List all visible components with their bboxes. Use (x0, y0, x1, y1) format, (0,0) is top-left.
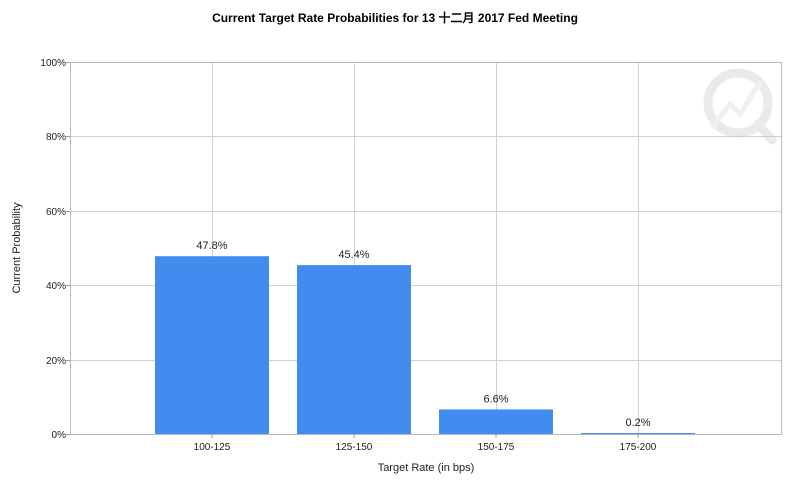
y-tick-label: 100% (40, 58, 66, 69)
data-label: 6.6% (483, 393, 508, 405)
bar (439, 409, 553, 434)
y-axis-ticks: 0% 20% 40% 60% 80% 100% (40, 58, 70, 441)
y-tick-label: 0% (52, 430, 67, 441)
x-tick-label: 100-125 (194, 442, 231, 453)
watermark-logo (703, 68, 777, 145)
x-tick-label: 150-175 (478, 442, 515, 453)
bar (581, 433, 695, 434)
x-tick-label: 175-200 (620, 442, 657, 453)
data-label: 45.4% (338, 249, 369, 261)
plot-area (70, 62, 782, 435)
y-tick-label: 40% (46, 281, 66, 292)
x-axis-ticks: 100-125 125-150 150-175 175-200 (194, 434, 657, 453)
bars: 47.8% 45.4% 6.6% 0.2% (155, 240, 695, 434)
data-label: 47.8% (196, 240, 227, 252)
chart-title: Current Target Rate Probabilities for 13… (212, 10, 578, 25)
y-tick-label: 20% (46, 356, 66, 367)
bar (155, 256, 269, 434)
y-axis-label: Current Probability (11, 202, 23, 294)
y-tick-label: 60% (46, 207, 66, 218)
data-label: 0.2% (625, 417, 650, 429)
x-tick-label: 125-150 (336, 442, 373, 453)
bar (297, 265, 411, 434)
y-tick-label: 80% (46, 132, 66, 143)
x-axis-label: Target Rate (in bps) (378, 462, 475, 474)
